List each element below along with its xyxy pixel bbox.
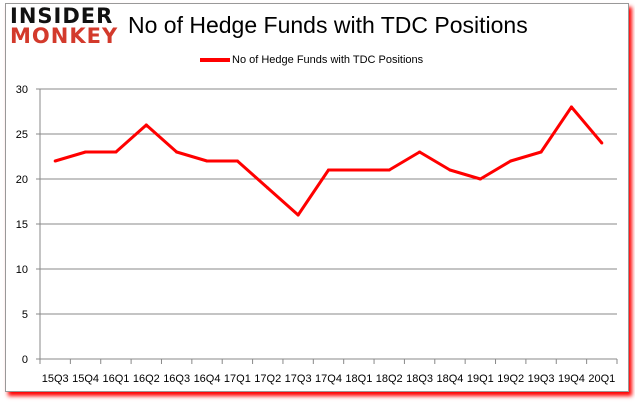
x-tick-label: 17Q1 xyxy=(224,373,251,385)
data-point xyxy=(144,123,148,127)
x-tick-label: 17Q4 xyxy=(315,373,342,385)
data-point xyxy=(114,150,118,154)
x-tick-label: 18Q1 xyxy=(345,373,372,385)
chart-title: No of Hedge Funds with TDC Positions xyxy=(128,12,528,38)
data-point xyxy=(569,105,573,109)
x-tick-label: 16Q1 xyxy=(102,373,129,385)
y-tick-label: 15 xyxy=(16,219,28,231)
y-tick-label: 0 xyxy=(22,354,28,366)
logo-line1: INSIDER xyxy=(10,4,114,28)
x-tick-label: 15Q4 xyxy=(72,373,99,385)
insider-monkey-logo: INSIDER MONKEY xyxy=(10,4,119,48)
y-tick-label: 30 xyxy=(16,84,28,96)
legend-swatch xyxy=(200,58,230,62)
legend: No of Hedge Funds with TDC Positions xyxy=(200,54,423,66)
data-point xyxy=(53,159,57,163)
x-tick-label: 18Q4 xyxy=(437,373,464,385)
data-point xyxy=(296,213,300,217)
data-point xyxy=(357,168,361,172)
data-point xyxy=(600,141,604,145)
data-point xyxy=(387,168,391,172)
x-tick-label: 20Q1 xyxy=(588,373,615,385)
data-point xyxy=(266,186,270,190)
data-point xyxy=(509,159,513,163)
data-point xyxy=(448,168,452,172)
x-tick-label: 18Q2 xyxy=(376,373,403,385)
y-tick-label: 20 xyxy=(16,174,28,186)
data-point xyxy=(327,168,330,172)
x-tick-label: 19Q4 xyxy=(558,373,585,385)
chart-frame xyxy=(5,3,629,392)
data-point xyxy=(84,150,88,154)
data-point xyxy=(235,159,239,163)
y-tick-label: 5 xyxy=(22,309,28,321)
x-tick-label: 17Q2 xyxy=(254,373,281,385)
legend-label: No of Hedge Funds with TDC Positions xyxy=(232,54,424,66)
x-tick-label: 16Q2 xyxy=(133,373,160,385)
x-tick-label: 18Q3 xyxy=(406,373,433,385)
y-tick-label: 10 xyxy=(16,264,28,276)
x-tick-label: 17Q3 xyxy=(285,373,312,385)
data-point xyxy=(205,159,209,163)
x-tick-label: 15Q3 xyxy=(42,373,69,385)
logo-line2: MONKEY xyxy=(10,24,119,48)
data-point xyxy=(478,177,482,181)
data-point xyxy=(539,150,543,154)
x-tick-label: 19Q1 xyxy=(467,373,494,385)
x-tick-label: 16Q4 xyxy=(194,373,221,385)
data-point xyxy=(175,150,179,154)
series-line xyxy=(54,105,603,217)
x-tick-label: 19Q3 xyxy=(528,373,555,385)
data-point xyxy=(418,150,422,154)
x-tick-label: 16Q3 xyxy=(163,373,190,385)
x-tick-label: 19Q2 xyxy=(497,373,524,385)
y-tick-label: 25 xyxy=(16,129,28,141)
